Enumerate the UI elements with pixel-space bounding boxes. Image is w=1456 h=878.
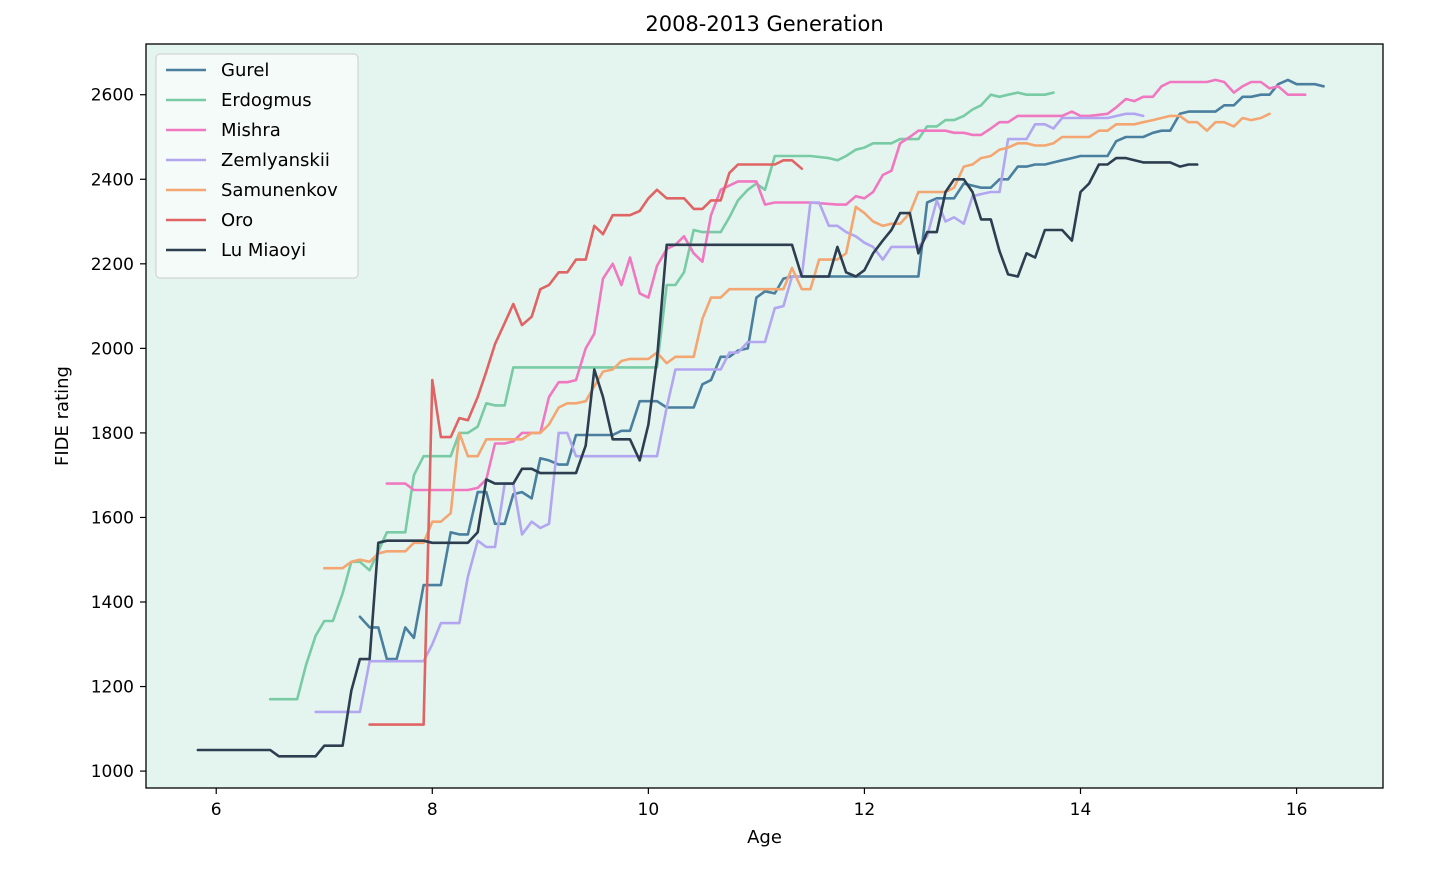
y-tick-label: 2400 xyxy=(91,170,134,190)
x-tick-label: 16 xyxy=(1286,800,1308,820)
y-axis-label: FIDE rating xyxy=(52,366,73,466)
x-tick-label: 6 xyxy=(211,800,222,820)
series-layer xyxy=(196,78,1325,758)
y-tick-label: 1200 xyxy=(91,678,134,698)
legend-label: Oro xyxy=(221,210,253,231)
legend-label: Gurel xyxy=(221,60,269,81)
x-tick-label: 14 xyxy=(1070,800,1092,820)
series-line-oro xyxy=(368,159,804,726)
y-tick-label: 2600 xyxy=(91,86,134,106)
x-axis: 6 8 10 12 14 16 xyxy=(211,788,1308,820)
legend: Gurel Erdogmus Mishra Zemlyanskii Samunenkov… xyxy=(155,53,359,279)
y-tick-label: 2000 xyxy=(91,339,134,359)
legend-label: Lu Miaoyi xyxy=(221,240,306,261)
chart-title: 2008-2013 Generation xyxy=(645,12,883,36)
legend-label: Erdogmus xyxy=(221,90,312,111)
series-line-mishra xyxy=(385,78,1307,492)
legend-box xyxy=(155,53,359,279)
y-tick-label: 1400 xyxy=(91,593,134,613)
x-tick-label: 10 xyxy=(638,800,660,820)
y-tick-label: 1600 xyxy=(91,508,134,528)
y-tick-label: 1800 xyxy=(91,424,134,444)
series-line-samunenkov xyxy=(323,112,1271,570)
y-tick-label: 2200 xyxy=(91,255,134,275)
series-line-erdogmus xyxy=(268,91,1055,701)
x-axis-label: Age xyxy=(747,827,782,848)
series-line-lu-miaoyi xyxy=(196,156,1199,758)
legend-label: Zemlyanskii xyxy=(221,150,330,171)
y-tick-label: 1000 xyxy=(91,762,134,782)
legend-label: Mishra xyxy=(221,120,281,141)
legend-label: Samunenkov xyxy=(221,180,338,201)
x-tick-label: 12 xyxy=(854,800,876,820)
series-line-zemlyanskii xyxy=(314,112,1145,714)
y-axis: 1000 1200 1400 1600 1800 2000 2200 2400 2600 xyxy=(91,86,146,782)
plot-frame xyxy=(145,43,1384,789)
x-tick-label: 8 xyxy=(427,800,438,820)
